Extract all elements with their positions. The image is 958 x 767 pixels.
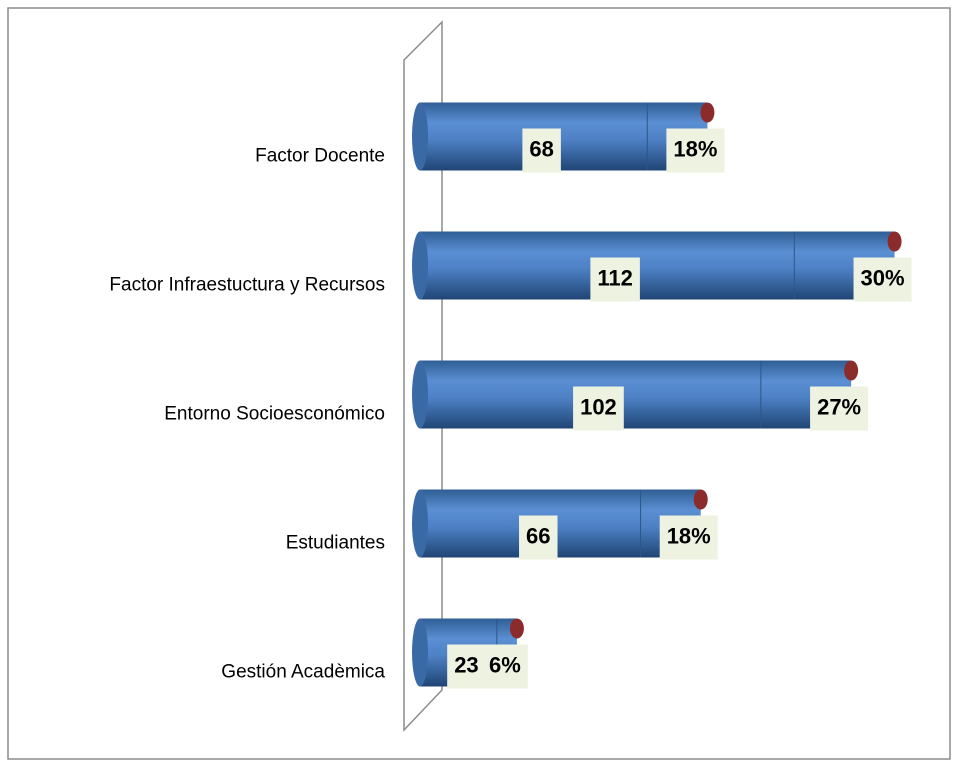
value-label-box bbox=[447, 644, 486, 689]
value-label-box bbox=[482, 644, 528, 689]
value-label-box bbox=[666, 128, 725, 173]
value-label: 18% bbox=[673, 136, 717, 161]
value-label: 68 bbox=[529, 136, 553, 161]
bar-end bbox=[887, 231, 902, 252]
bar-end bbox=[844, 360, 859, 381]
category-label: Estudiantes bbox=[286, 533, 385, 554]
value-label-box bbox=[810, 386, 869, 431]
bar-end bbox=[693, 489, 708, 510]
value-label: 23 bbox=[454, 652, 478, 677]
value-label: 18% bbox=[667, 523, 711, 548]
value-label: 66 bbox=[526, 523, 550, 548]
bar-start bbox=[412, 618, 428, 687]
wall bbox=[403, 20, 443, 732]
bar-start bbox=[412, 360, 428, 429]
value-label: 30% bbox=[861, 265, 905, 290]
value-label: 102 bbox=[580, 394, 617, 419]
value-label: 6% bbox=[489, 652, 521, 677]
bar-end bbox=[700, 102, 715, 123]
category-label: Entorno Socioesconómico bbox=[164, 404, 385, 425]
bar-start bbox=[412, 489, 428, 558]
value-label: 27% bbox=[817, 394, 861, 419]
value-label-box bbox=[659, 515, 718, 560]
value-label-box bbox=[590, 257, 640, 302]
category-label: Factor Docente bbox=[255, 146, 385, 167]
category-label: Factor Infraestuctura y Recursos bbox=[109, 275, 385, 296]
bar-end bbox=[509, 618, 524, 639]
bar-start bbox=[412, 231, 428, 300]
value-label-box bbox=[519, 515, 558, 560]
value-label-box bbox=[573, 386, 624, 431]
bar-start bbox=[412, 102, 428, 171]
value-label: 112 bbox=[597, 265, 633, 290]
value-label-box bbox=[853, 257, 912, 302]
value-label-box bbox=[522, 128, 561, 173]
category-label: Gestión Acadèmica bbox=[221, 662, 385, 683]
